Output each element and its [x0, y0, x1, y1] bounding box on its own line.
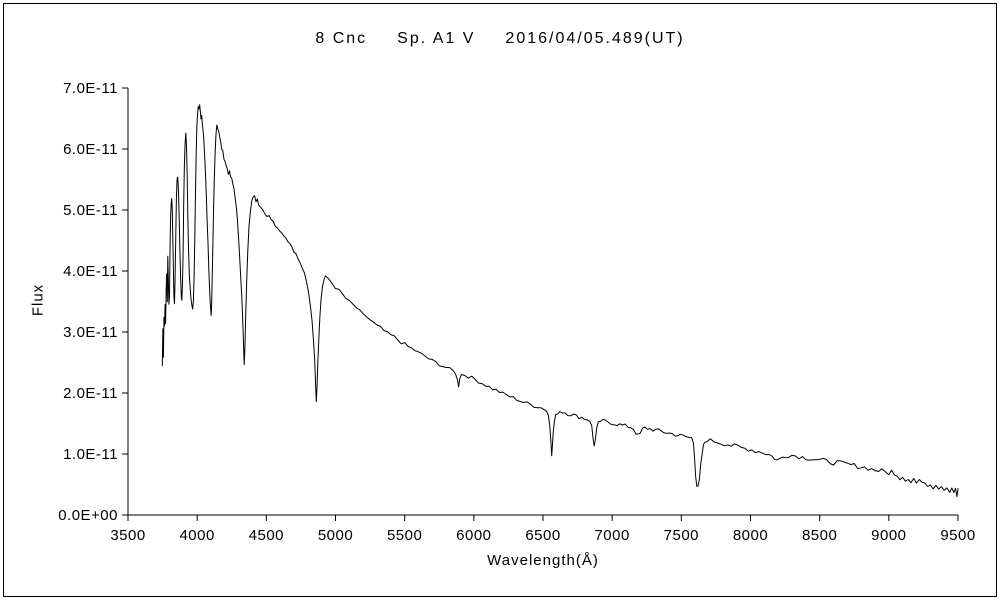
x-tick-label: 6000 — [456, 527, 491, 544]
x-tick-label: 5500 — [387, 527, 422, 544]
y-tick-label: 7.0E-11 — [63, 80, 118, 97]
x-tick-label: 3500 — [110, 527, 145, 544]
title-spectral-type: Sp. A1 V — [397, 30, 476, 47]
y-tick-label: 4.0E-11 — [63, 263, 118, 280]
y-tick-label: 6.0E-11 — [63, 141, 118, 158]
x-tick-label: 9000 — [871, 527, 906, 544]
chart-title: 8 Cnc Sp. A1 V 2016/04/05.489(UT) — [0, 30, 1000, 48]
x-tick-label: 6500 — [525, 527, 560, 544]
x-axis-label: Wavelength(Å) — [487, 552, 599, 569]
x-tick-label: 4000 — [179, 527, 214, 544]
x-tick-label: 5000 — [318, 527, 353, 544]
x-tick-label: 8500 — [802, 527, 837, 544]
y-tick-label: 0.0E+00 — [58, 507, 118, 524]
spectrum-line — [161, 104, 959, 498]
y-tick-label: 1.0E-11 — [63, 446, 118, 463]
title-observation-date: 2016/04/05.489(UT) — [505, 30, 685, 47]
y-tick-label: 2.0E-11 — [63, 385, 118, 402]
x-tick-label: 7000 — [594, 527, 629, 544]
x-tick-label: 8000 — [733, 527, 768, 544]
x-tick-label: 7500 — [664, 527, 699, 544]
title-object-name: 8 Cnc — [315, 30, 368, 47]
y-tick-label: 5.0E-11 — [63, 202, 118, 219]
y-tick-label: 3.0E-11 — [63, 324, 118, 341]
x-tick-label: 4500 — [249, 527, 284, 544]
x-tick-label: 9500 — [940, 527, 975, 544]
